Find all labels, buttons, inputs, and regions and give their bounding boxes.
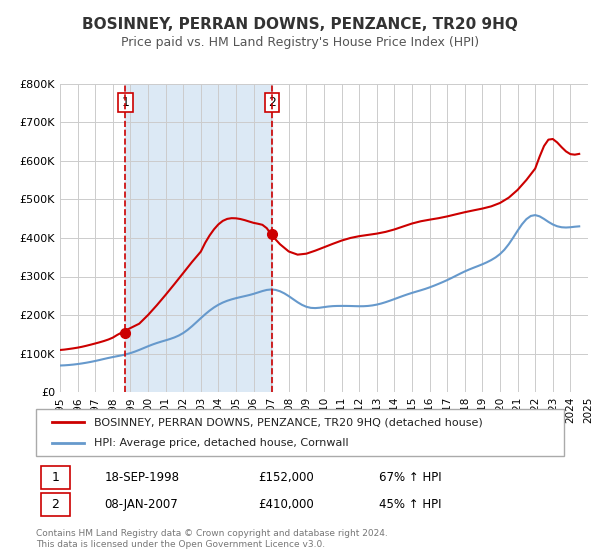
Text: 2: 2 bbox=[52, 498, 59, 511]
FancyBboxPatch shape bbox=[41, 466, 70, 489]
Text: £410,000: £410,000 bbox=[258, 498, 314, 511]
Text: £152,000: £152,000 bbox=[258, 471, 314, 484]
Text: 18-SEP-1998: 18-SEP-1998 bbox=[104, 471, 179, 484]
Text: 2: 2 bbox=[268, 96, 275, 109]
Text: This data is licensed under the Open Government Licence v3.0.: This data is licensed under the Open Gov… bbox=[36, 540, 325, 549]
Text: Contains HM Land Registry data © Crown copyright and database right 2024.: Contains HM Land Registry data © Crown c… bbox=[36, 529, 388, 538]
Text: 1: 1 bbox=[52, 471, 59, 484]
Text: 67% ↑ HPI: 67% ↑ HPI bbox=[379, 471, 442, 484]
Text: BOSINNEY, PERRAN DOWNS, PENZANCE, TR20 9HQ (detached house): BOSINNEY, PERRAN DOWNS, PENZANCE, TR20 9… bbox=[94, 417, 483, 427]
Text: 08-JAN-2007: 08-JAN-2007 bbox=[104, 498, 178, 511]
Text: BOSINNEY, PERRAN DOWNS, PENZANCE, TR20 9HQ: BOSINNEY, PERRAN DOWNS, PENZANCE, TR20 9… bbox=[82, 17, 518, 32]
FancyBboxPatch shape bbox=[41, 493, 70, 516]
Text: Price paid vs. HM Land Registry's House Price Index (HPI): Price paid vs. HM Land Registry's House … bbox=[121, 36, 479, 49]
FancyBboxPatch shape bbox=[36, 409, 564, 456]
Text: HPI: Average price, detached house, Cornwall: HPI: Average price, detached house, Corn… bbox=[94, 438, 349, 448]
Text: 45% ↑ HPI: 45% ↑ HPI bbox=[379, 498, 442, 511]
Bar bbox=[125, 84, 272, 392]
Text: 1: 1 bbox=[122, 96, 130, 109]
